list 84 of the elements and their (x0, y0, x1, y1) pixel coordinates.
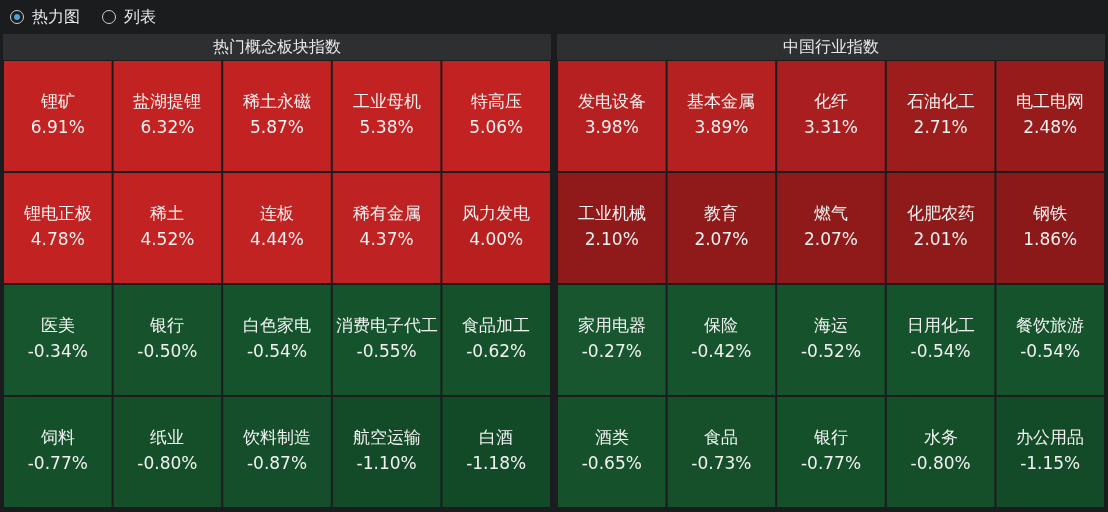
header-strip: 中国行业指数 (557, 34, 1105, 60)
category-label: 航空运输 (352, 427, 421, 448)
data-label: 3.89% (694, 117, 749, 138)
data-label: 4.52% (140, 229, 195, 250)
category-label: 家用电器 (577, 315, 646, 336)
data-label: -0.42% (691, 341, 752, 362)
data-label: 1.86% (1023, 229, 1078, 250)
data-label: -0.73% (691, 453, 752, 474)
category-label: 特高压 (470, 91, 522, 112)
data-label: -0.52% (800, 341, 862, 362)
data-label: -0.77% (27, 453, 88, 474)
category-label: 化肥农药 (906, 203, 975, 224)
category-label: 工业机械 (577, 203, 646, 224)
data-label: 2.07% (803, 229, 859, 250)
category-label: 餐饮旅游 (1016, 315, 1085, 336)
category-label: 酒类 (594, 427, 629, 448)
data-label: -0.54% (246, 341, 308, 362)
data-label: -0.80% (910, 453, 971, 474)
category-label: 稀有金属 (352, 203, 421, 224)
category-label: 钢铁 (1032, 203, 1068, 224)
category-label: 石油化工 (906, 91, 975, 112)
category-label: 稀土永磁 (243, 91, 311, 112)
category-label: 风力发电 (462, 203, 531, 224)
data-label: -0.62% (466, 341, 527, 362)
data-label: 6.91% (30, 117, 85, 138)
category-label: 锂矿 (39, 91, 75, 112)
data-label: -0.27% (581, 341, 642, 362)
data-label: -1.10% (356, 453, 417, 474)
category-label: 教育 (704, 203, 739, 224)
data-label: 5.06% (469, 117, 524, 138)
category-label: 白酒 (479, 427, 514, 448)
category-label: 办公用品 (1016, 427, 1085, 448)
data-label: -0.65% (581, 453, 642, 474)
category-label: 食品 (704, 427, 739, 448)
category-label: 发电设备 (577, 91, 646, 112)
data-label: -0.34% (27, 341, 88, 362)
data-label: -0.77% (800, 453, 862, 474)
category-label: 锂电正极 (22, 203, 92, 224)
category-label: 消费电子代工 (335, 315, 438, 336)
category-label: 银行 (149, 315, 185, 336)
category-label: 饲料 (39, 427, 75, 448)
data-label: 6.32% (140, 117, 195, 138)
category-label: 医美 (40, 315, 75, 336)
header-strip: 热门概念板块指数 (3, 34, 551, 60)
category-label: 燃气 (814, 203, 848, 224)
data-label: -0.54% (1020, 341, 1081, 362)
text: 列表 (124, 6, 156, 28)
data-label: 2.10% (584, 229, 639, 250)
data-label: 3.31% (803, 117, 859, 138)
category-label: 日用化工 (906, 315, 975, 336)
data-label: 4.78% (30, 229, 85, 250)
category-label: 海运 (814, 315, 848, 336)
data-label: -0.54% (910, 341, 971, 362)
category-label: 稀土 (150, 203, 185, 224)
data-label: 4.37% (359, 229, 414, 250)
category-label: 银行 (813, 427, 848, 448)
data-label: 5.38% (359, 117, 414, 138)
data-label: -1.15% (1020, 453, 1081, 474)
data-label: 2.48% (1023, 117, 1078, 138)
data-label: 2.07% (694, 229, 749, 250)
category-label: 连板 (260, 203, 294, 224)
data-label: -0.50% (137, 341, 198, 362)
category-label: 食品加工 (462, 315, 531, 336)
category-label: 饮料制造 (242, 427, 311, 448)
category-label: 化纤 (814, 91, 848, 112)
data-label: -1.18% (466, 453, 527, 474)
category-label: 纸业 (150, 427, 185, 448)
category-label: 盐湖提锂 (133, 91, 202, 112)
data-label: 2.01% (913, 229, 968, 250)
data-label: 4.44% (249, 229, 305, 250)
data-label: 3.98% (584, 117, 639, 138)
category-label: 水务 (923, 427, 958, 448)
data-label: 5.87% (249, 117, 305, 138)
category-label: 白色家电 (243, 315, 311, 336)
data-label: -0.87% (246, 453, 308, 474)
data-label: 2.71% (913, 117, 968, 138)
category-label: 工业母机 (352, 91, 421, 112)
category-label: 电工电网 (1016, 91, 1085, 112)
category-label: 基本金属 (687, 91, 756, 112)
data-label: -0.80% (137, 453, 198, 474)
category-label: 保险 (704, 315, 739, 336)
data-label: -0.55% (356, 341, 417, 362)
data-label: 4.00% (469, 229, 524, 250)
text: 热力图 (32, 6, 80, 28)
